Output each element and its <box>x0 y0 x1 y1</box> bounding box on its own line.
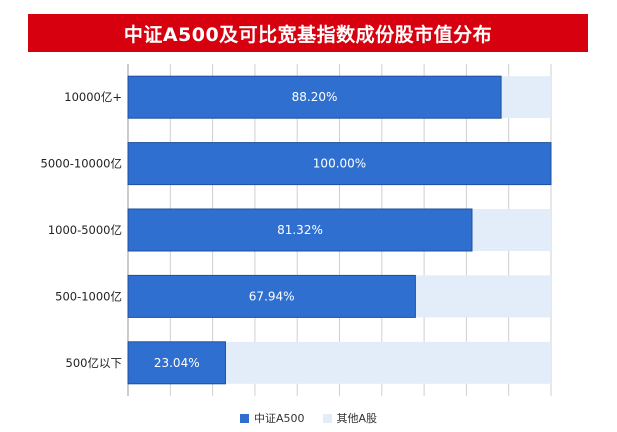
bar-data-label: 100.00% <box>313 157 366 171</box>
bar-other-a-shares <box>225 341 551 384</box>
y-tick-label: 10000亿+ <box>64 90 122 104</box>
legend-label-other-a-shares: 其他A股 <box>336 412 378 425</box>
bar-data-label: 67.94% <box>249 289 295 303</box>
chart-legend: 中证A500 其他A股 <box>0 410 617 426</box>
bar-data-label: 81.32% <box>277 223 323 237</box>
bar-other-a-shares <box>471 209 551 251</box>
bar-csi-a500 <box>127 75 502 119</box>
bar-data-label: 23.04% <box>154 356 200 370</box>
bar-data-label: 88.20% <box>292 90 338 104</box>
y-tick-label: 5000-10000亿 <box>41 157 123 171</box>
y-tick-label: 1000-5000亿 <box>48 223 122 237</box>
legend-item-other-a-shares: 其他A股 <box>322 410 378 426</box>
bar-csi-a500 <box>127 142 552 186</box>
bar-csi-a500 <box>127 274 416 318</box>
bar-other-a-shares <box>501 76 551 119</box>
legend-item-csi-a500: 中证A500 <box>239 410 305 426</box>
bar-csi-a500 <box>127 208 473 252</box>
bar-other-a-shares <box>415 275 551 318</box>
chart-title-banner: 中证A500及可比宽基指数成份股市值分布 <box>28 14 588 52</box>
y-tick-label: 500亿以下 <box>66 356 122 370</box>
legend-label-csi-a500: 中证A500 <box>253 412 305 425</box>
legend-swatch-csi-a500 <box>239 413 249 423</box>
chart-title: 中证A500及可比宽基指数成份股市值分布 <box>123 23 493 46</box>
bar-csi-a500 <box>127 341 226 385</box>
legend-swatch-other-a-shares <box>322 413 332 423</box>
y-tick-label: 500-1000亿 <box>55 289 122 303</box>
